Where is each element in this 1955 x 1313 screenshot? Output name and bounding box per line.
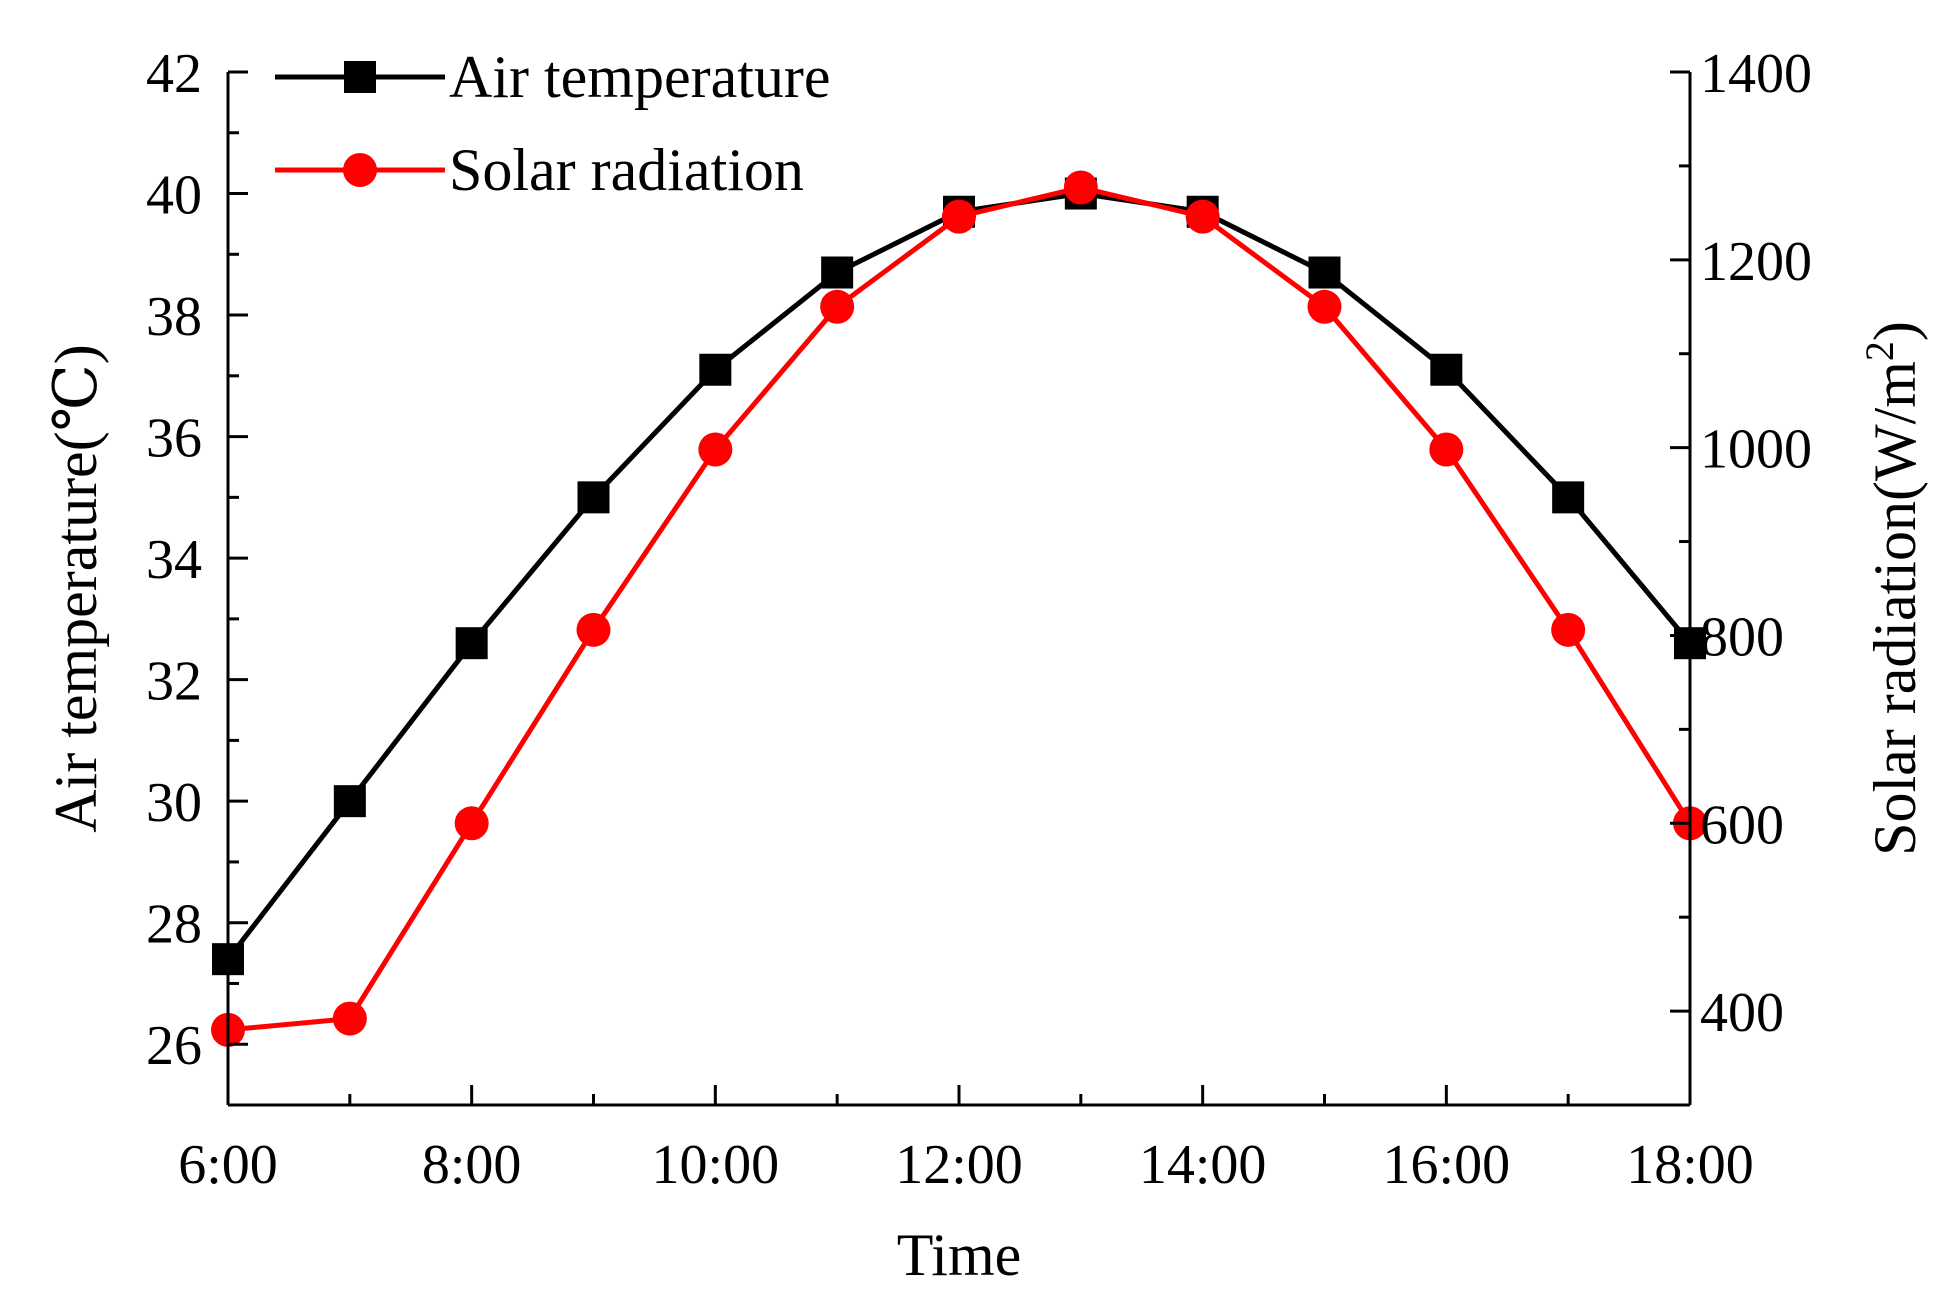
data-point-solar-radiation (332, 1001, 367, 1036)
x-tick-label: 8:00 (422, 1134, 522, 1196)
y-axis-right-title: Solar radiation(W/m2) (1857, 321, 1929, 856)
y-right-tick-label: 1400 (1700, 43, 1812, 105)
data-point-solar-radiation (942, 199, 976, 234)
x-tick-label: 12:00 (895, 1134, 1023, 1196)
legend-marker-solar-radiation (343, 153, 377, 187)
y-left-tick-label: 26 (146, 1015, 202, 1077)
data-point-air-temperature (333, 785, 366, 818)
x-axis-title: Time (897, 1222, 1022, 1288)
y-left-tick-label: 38 (146, 286, 202, 348)
series-layer (211, 170, 1707, 1047)
y-axis-left-title: Air temperature(℃) (43, 344, 109, 833)
y-left-tick-label: 42 (146, 43, 202, 105)
y-right-tick-label: 800 (1700, 606, 1784, 668)
x-tick-label: 10:00 (652, 1134, 780, 1196)
legend-label-air-temperature: Air temperature (449, 44, 830, 110)
y-axis-right-title-close: ) (1862, 321, 1928, 341)
y-left-tick-label: 36 (146, 408, 202, 470)
series-line-solar-radiation (227, 185, 1693, 1033)
x-tick-label: 16:00 (1383, 1134, 1511, 1196)
data-point-solar-radiation (1429, 432, 1464, 467)
y-left-tick-label: 32 (146, 651, 202, 713)
y-right-tick-label: 1200 (1700, 231, 1812, 293)
data-point-air-temperature (699, 353, 732, 386)
data-point-air-temperature (1552, 481, 1585, 514)
data-point-air-temperature (455, 627, 488, 660)
x-tick-label: 18:00 (1626, 1134, 1754, 1196)
y-left-tick-label: 34 (146, 529, 202, 591)
data-point-solar-radiation (1063, 170, 1098, 205)
data-point-air-temperature (1430, 353, 1463, 386)
y-left-tick-label: 28 (146, 894, 202, 956)
y-left-tick-label: 30 (146, 772, 202, 834)
legend-label-solar-radiation: Solar radiation (449, 137, 804, 203)
y-left-tick-label: 40 (146, 165, 202, 227)
x-tick-label: 6:00 (178, 1134, 278, 1196)
data-point-solar-radiation (698, 432, 733, 467)
data-point-solar-radiation (454, 806, 489, 841)
y-axis-right-title-sup: 2 (1857, 341, 1902, 361)
data-point-solar-radiation (1307, 289, 1342, 324)
x-tick-label: 14:00 (1139, 1134, 1267, 1196)
data-point-solar-radiation (820, 289, 855, 324)
series-line-air-temperature (226, 191, 1692, 961)
y-right-tick-label: 1000 (1700, 419, 1812, 481)
axes-layer: 6:00 8:00 10:00 12:00 14:00 16:00 18:00 26 28 30 3… (146, 43, 1812, 1196)
data-point-solar-radiation (1185, 199, 1220, 234)
data-point-air-temperature (1308, 256, 1341, 289)
data-point-air-temperature (577, 481, 610, 514)
y-right-tick-label: 400 (1700, 982, 1784, 1044)
legend-marker-air-temperature (344, 61, 376, 93)
y-right-tick-label: 600 (1700, 794, 1784, 856)
legend: Air temperature Solar radiation (275, 44, 830, 203)
y-axis-right-title-main: Solar radiation(W/m (1862, 361, 1928, 856)
data-point-solar-radiation (576, 612, 611, 647)
data-point-solar-radiation (1551, 612, 1586, 647)
data-point-air-temperature (821, 256, 854, 289)
